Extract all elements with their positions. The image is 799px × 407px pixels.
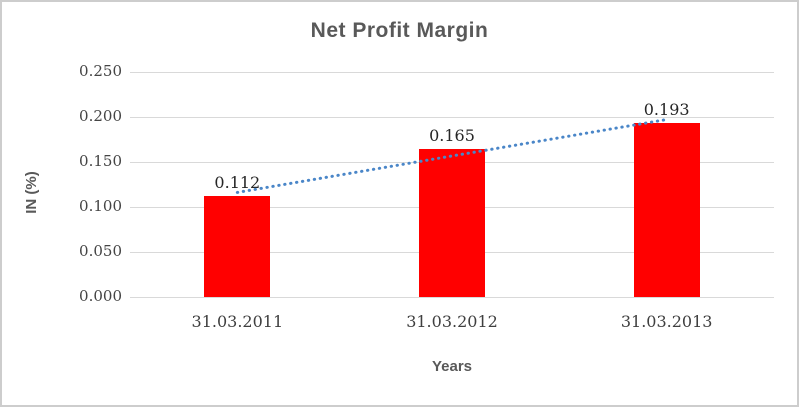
y-axis-title-text: IN (%) [22,170,40,214]
bar-31.03.2013 [633,123,700,297]
data-label: 0.112 [214,173,261,193]
plot-area: 0.112 0.165 0.193 0.250 0.200 0.150 0.100 0.05… [79,62,774,331]
trendline-path [235,118,669,194]
data-label: 0.193 [643,100,690,120]
bar-31.03.2011 [204,196,271,297]
trendline [235,118,669,194]
gridline [130,116,774,118]
gridline [130,296,774,298]
y-axis-tick-label: 0.200 [79,107,122,125]
y-axis-tick-label: 0.050 [79,242,122,260]
y-axis-tick-label: 0.250 [79,62,122,80]
x-axis-tick-label: 31.03.2011 [191,312,284,331]
y-axis-title: IN (%) [16,92,46,292]
bar-31.03.2012 [419,148,485,297]
data-label: 0.165 [429,125,475,145]
y-axis-tick-label: 0.100 [79,197,122,215]
chart-title: Net Profit Margin [310,19,489,42]
x-axis-tick-label: 31.03.2013 [620,312,713,331]
y-axis-tick-label: 0.150 [79,152,122,170]
x-axis-tick-label: 31.03.2012 [406,312,498,331]
gridline [130,71,774,73]
x-axis-title: Years [431,358,473,375]
y-axis-tick-label: 0.000 [79,287,122,305]
